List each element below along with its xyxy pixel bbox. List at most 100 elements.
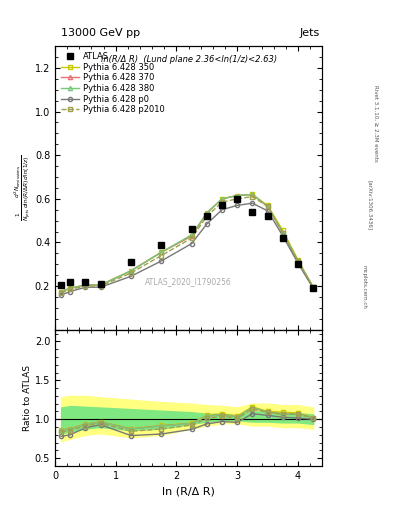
Pythia 6.428 370 <box>250 191 255 198</box>
Pythia 6.428 380 <box>189 232 194 238</box>
Text: mcplots.cern.ch: mcplots.cern.ch <box>361 265 366 309</box>
Pythia 6.428 380 <box>265 203 270 209</box>
Pythia 6.428 370 <box>59 288 63 294</box>
ATLAS <box>189 226 194 232</box>
X-axis label: ln (R/Δ R): ln (R/Δ R) <box>162 486 215 496</box>
Pythia 6.428 370 <box>204 210 209 216</box>
Pythia 6.428 350 <box>59 288 63 294</box>
Pythia 6.428 380 <box>129 268 133 274</box>
Pythia 6.428 350 <box>204 210 209 216</box>
Pythia 6.428 350 <box>235 193 240 199</box>
Pythia 6.428 380 <box>250 191 255 198</box>
Pythia 6.428 350 <box>296 257 300 263</box>
ATLAS <box>235 196 240 202</box>
ATLAS <box>159 242 163 248</box>
ATLAS <box>98 281 103 287</box>
Pythia 6.428 350 <box>68 285 73 291</box>
Y-axis label: $\frac{1}{N_{\mathrm{jets}}}\frac{d^{2}N_{\mathrm{emissions}}}{d\ln(R/\Delta R)\: $\frac{1}{N_{\mathrm{jets}}}\frac{d^{2}N… <box>13 155 33 221</box>
ATLAS <box>220 202 224 208</box>
Pythia 6.428 350 <box>311 284 316 290</box>
ATLAS <box>296 261 300 267</box>
Pythia 6.428 350 <box>281 227 285 233</box>
Pythia 6.428 p2010 <box>235 196 240 202</box>
Pythia 6.428 p0 <box>83 284 88 290</box>
Pythia 6.428 350 <box>220 196 224 202</box>
Pythia 6.428 p2010 <box>159 252 163 259</box>
Pythia 6.428 380 <box>311 284 316 290</box>
Pythia 6.428 350 <box>250 191 255 198</box>
ATLAS <box>129 259 133 265</box>
Pythia 6.428 370 <box>83 282 88 288</box>
Legend: ATLAS, Pythia 6.428 350, Pythia 6.428 370, Pythia 6.428 380, Pythia 6.428 p0, Py: ATLAS, Pythia 6.428 350, Pythia 6.428 37… <box>59 50 166 116</box>
Pythia 6.428 350 <box>129 268 133 274</box>
Pythia 6.428 380 <box>83 282 88 288</box>
Pythia 6.428 370 <box>235 193 240 199</box>
Pythia 6.428 p0 <box>59 292 63 298</box>
Pythia 6.428 p2010 <box>311 284 316 290</box>
Pythia 6.428 380 <box>235 193 240 199</box>
Text: [arXiv:1306.3436]: [arXiv:1306.3436] <box>367 180 372 230</box>
Pythia 6.428 380 <box>204 210 209 216</box>
Pythia 6.428 370 <box>265 203 270 209</box>
Pythia 6.428 p2010 <box>129 270 133 276</box>
ATLAS <box>59 282 63 288</box>
Pythia 6.428 380 <box>220 196 224 202</box>
Pythia 6.428 p2010 <box>281 229 285 236</box>
Pythia 6.428 380 <box>281 229 285 236</box>
Pythia 6.428 370 <box>311 284 316 290</box>
Pythia 6.428 p2010 <box>68 286 73 292</box>
Pythia 6.428 350 <box>189 233 194 239</box>
Pythia 6.428 380 <box>59 288 63 294</box>
Pythia 6.428 p0 <box>296 260 300 266</box>
Pythia 6.428 p0 <box>220 207 224 213</box>
ATLAS <box>83 279 88 285</box>
Pythia 6.428 370 <box>68 285 73 291</box>
Pythia 6.428 370 <box>129 268 133 274</box>
Pythia 6.428 370 <box>296 258 300 264</box>
Line: Pythia 6.428 p0: Pythia 6.428 p0 <box>59 201 315 297</box>
Pythia 6.428 p0 <box>159 258 163 264</box>
Pythia 6.428 p2010 <box>296 258 300 264</box>
Text: Rivet 3.1.10, ≥ 2.3M events: Rivet 3.1.10, ≥ 2.3M events <box>373 84 378 161</box>
ATLAS <box>68 279 73 285</box>
Pythia 6.428 p0 <box>265 208 270 214</box>
Y-axis label: Ratio to ATLAS: Ratio to ATLAS <box>23 365 32 431</box>
Line: ATLAS: ATLAS <box>58 196 316 291</box>
Pythia 6.428 370 <box>220 196 224 202</box>
Pythia 6.428 p2010 <box>204 213 209 219</box>
Pythia 6.428 p0 <box>98 284 103 290</box>
ATLAS <box>250 209 255 215</box>
Pythia 6.428 p0 <box>204 221 209 227</box>
Pythia 6.428 p0 <box>129 273 133 280</box>
ATLAS <box>204 213 209 219</box>
Line: Pythia 6.428 350: Pythia 6.428 350 <box>59 193 315 294</box>
Text: Jets: Jets <box>300 28 320 38</box>
Pythia 6.428 350 <box>83 282 88 288</box>
Pythia 6.428 380 <box>98 282 103 288</box>
Pythia 6.428 370 <box>189 233 194 239</box>
ATLAS <box>311 285 316 291</box>
Line: Pythia 6.428 370: Pythia 6.428 370 <box>59 193 315 294</box>
Pythia 6.428 p2010 <box>265 203 270 209</box>
Pythia 6.428 p2010 <box>98 283 103 289</box>
Text: ATLAS_2020_I1790256: ATLAS_2020_I1790256 <box>145 277 232 286</box>
ATLAS <box>281 235 285 241</box>
Pythia 6.428 370 <box>159 249 163 255</box>
Pythia 6.428 350 <box>159 249 163 255</box>
Pythia 6.428 p2010 <box>189 235 194 241</box>
Pythia 6.428 370 <box>98 282 103 288</box>
Text: ln(R/Δ R)  (Lund plane 2.36<ln(1/z)<2.63): ln(R/Δ R) (Lund plane 2.36<ln(1/z)<2.63) <box>101 55 277 63</box>
Text: 13000 GeV pp: 13000 GeV pp <box>61 28 140 38</box>
ATLAS <box>265 213 270 219</box>
Pythia 6.428 p0 <box>250 200 255 206</box>
Pythia 6.428 380 <box>159 249 163 255</box>
Pythia 6.428 380 <box>296 258 300 264</box>
Pythia 6.428 350 <box>98 282 103 288</box>
Pythia 6.428 p2010 <box>83 283 88 289</box>
Pythia 6.428 p0 <box>68 288 73 294</box>
Line: Pythia 6.428 380: Pythia 6.428 380 <box>59 193 315 294</box>
Pythia 6.428 380 <box>68 285 73 291</box>
Pythia 6.428 p0 <box>235 202 240 208</box>
Pythia 6.428 p0 <box>311 285 316 291</box>
Pythia 6.428 p2010 <box>250 194 255 200</box>
